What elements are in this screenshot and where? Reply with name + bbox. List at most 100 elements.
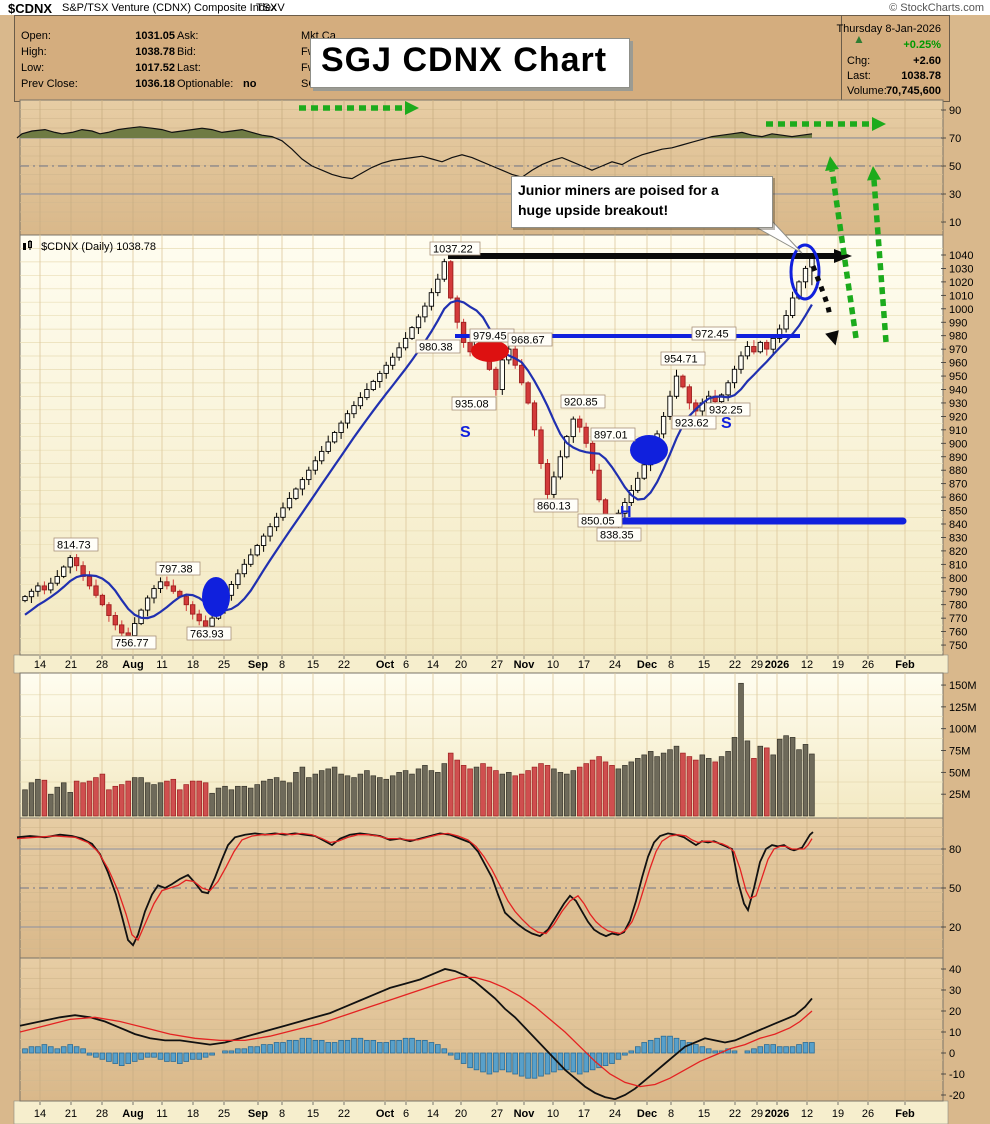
svg-text:12: 12 bbox=[801, 659, 813, 671]
low-value: 1017.52 bbox=[135, 62, 175, 74]
svg-text:950: 950 bbox=[949, 371, 967, 383]
svg-text:24: 24 bbox=[609, 1108, 621, 1120]
svg-text:6: 6 bbox=[403, 659, 409, 671]
price-label: 1037.22 bbox=[429, 241, 481, 256]
svg-text:10: 10 bbox=[949, 217, 961, 229]
svg-text:14: 14 bbox=[34, 659, 46, 671]
price-label: 923.62 bbox=[671, 415, 717, 430]
open-value: 1031.05 bbox=[135, 30, 175, 42]
svg-text:90: 90 bbox=[949, 105, 961, 117]
svg-text:6: 6 bbox=[403, 1108, 409, 1120]
stochastic-fast-line bbox=[16, 831, 814, 947]
svg-text:22: 22 bbox=[729, 1108, 741, 1120]
green-dashed-arrow-1 bbox=[766, 117, 886, 131]
svg-text:990: 990 bbox=[949, 317, 967, 329]
chg-label: Chg: bbox=[847, 55, 871, 67]
svg-text:900: 900 bbox=[949, 438, 967, 450]
svg-text:8: 8 bbox=[668, 659, 674, 671]
svg-text:820: 820 bbox=[949, 546, 967, 558]
panel-breadth bbox=[19, 99, 944, 236]
breadth-area bbox=[16, 126, 813, 180]
svg-text:930: 930 bbox=[949, 398, 967, 410]
symbol: $CDNX bbox=[8, 1, 53, 16]
svg-text:19: 19 bbox=[832, 659, 844, 671]
highlight-ellipse-2 bbox=[630, 435, 668, 465]
price-label: 860.13 bbox=[533, 498, 579, 513]
svg-text:790: 790 bbox=[949, 586, 967, 598]
price-label: 838.35 bbox=[596, 527, 642, 542]
y-axis-labels: 1040103010201010100099098097096095094093… bbox=[941, 105, 977, 1102]
svg-text:20: 20 bbox=[949, 922, 961, 934]
marker-s-right: S bbox=[721, 415, 732, 432]
optionable-label: Optionable: bbox=[177, 78, 234, 90]
svg-text:27: 27 bbox=[491, 1108, 503, 1120]
svg-text:30: 30 bbox=[949, 189, 961, 201]
svg-text:10: 10 bbox=[949, 1027, 961, 1039]
svg-text:15: 15 bbox=[307, 1108, 319, 1120]
svg-text:28: 28 bbox=[96, 1108, 108, 1120]
svg-text:30: 30 bbox=[949, 985, 961, 997]
svg-text:920.85: 920.85 bbox=[564, 397, 598, 409]
callout-line1: Junior miners are poised for a bbox=[518, 182, 719, 198]
price-label: 972.45 bbox=[691, 326, 737, 341]
annotation-callout: Junior miners are poised for a huge upsi… bbox=[511, 176, 773, 228]
svg-text:10: 10 bbox=[547, 659, 559, 671]
svg-text:800: 800 bbox=[949, 573, 967, 585]
svg-text:897.01: 897.01 bbox=[594, 430, 628, 442]
svg-text:25M: 25M bbox=[949, 789, 970, 801]
svg-text:Nov: Nov bbox=[514, 1108, 536, 1120]
svg-text:22: 22 bbox=[338, 659, 350, 671]
svg-text:20: 20 bbox=[455, 659, 467, 671]
svg-text:2026: 2026 bbox=[765, 1108, 789, 1120]
price-label: 797.38 bbox=[155, 561, 201, 576]
svg-text:18: 18 bbox=[187, 659, 199, 671]
macd-histogram bbox=[22, 1035, 815, 1079]
svg-text:756.77: 756.77 bbox=[115, 638, 149, 650]
svg-text:28: 28 bbox=[96, 659, 108, 671]
price-labels: 1037.22 980.38 979.45 968.67 972.45 954.71 935… bbox=[53, 241, 751, 650]
svg-text:26: 26 bbox=[862, 1108, 874, 1120]
svg-text:12: 12 bbox=[801, 1108, 813, 1120]
svg-text:27: 27 bbox=[491, 659, 503, 671]
candles bbox=[22, 256, 815, 640]
price-label: 935.08 bbox=[451, 396, 497, 411]
svg-text:Oct: Oct bbox=[376, 659, 395, 671]
svg-text:-10: -10 bbox=[949, 1069, 965, 1081]
svg-text:972.45: 972.45 bbox=[695, 329, 729, 341]
svg-text:-20: -20 bbox=[949, 1090, 965, 1102]
volume-bars bbox=[22, 682, 815, 817]
svg-text:968.67: 968.67 bbox=[511, 335, 545, 347]
svg-text:Sep: Sep bbox=[248, 1108, 268, 1120]
svg-text:810: 810 bbox=[949, 559, 967, 571]
svg-text:20: 20 bbox=[455, 1108, 467, 1120]
macd-macd-line bbox=[19, 968, 813, 1101]
highlight-ellipse-1 bbox=[471, 340, 509, 362]
svg-text:11: 11 bbox=[156, 1108, 167, 1120]
svg-text:Aug: Aug bbox=[122, 1108, 143, 1120]
annotations: S S H bbox=[202, 101, 907, 617]
svg-text:25: 25 bbox=[218, 1108, 230, 1120]
gridlines bbox=[20, 100, 943, 1101]
svg-text:15: 15 bbox=[307, 659, 319, 671]
price-label: 954.71 bbox=[660, 351, 706, 366]
price-label: 850.05 bbox=[577, 513, 623, 528]
svg-text:Feb: Feb bbox=[895, 659, 915, 671]
svg-text:2026: 2026 bbox=[765, 659, 789, 671]
svg-text:29: 29 bbox=[751, 659, 763, 671]
open-label: Open: bbox=[21, 30, 51, 42]
svg-text:75M: 75M bbox=[949, 746, 970, 758]
svg-text:29: 29 bbox=[751, 1108, 763, 1120]
marker-s-left: S bbox=[460, 424, 471, 441]
svg-text:814.73: 814.73 bbox=[57, 540, 91, 552]
price-label: 932.25 bbox=[705, 402, 751, 417]
svg-text:1020: 1020 bbox=[949, 277, 973, 289]
resistance-arrowhead-icon bbox=[834, 249, 852, 263]
price-label: 979.45 bbox=[469, 328, 515, 343]
green-dashed-arrow-2 bbox=[825, 156, 859, 339]
prevclose-label: Prev Close: bbox=[21, 78, 78, 90]
svg-text:1040: 1040 bbox=[949, 250, 973, 262]
svg-text:1030: 1030 bbox=[949, 263, 973, 275]
svg-text:780: 780 bbox=[949, 600, 967, 612]
